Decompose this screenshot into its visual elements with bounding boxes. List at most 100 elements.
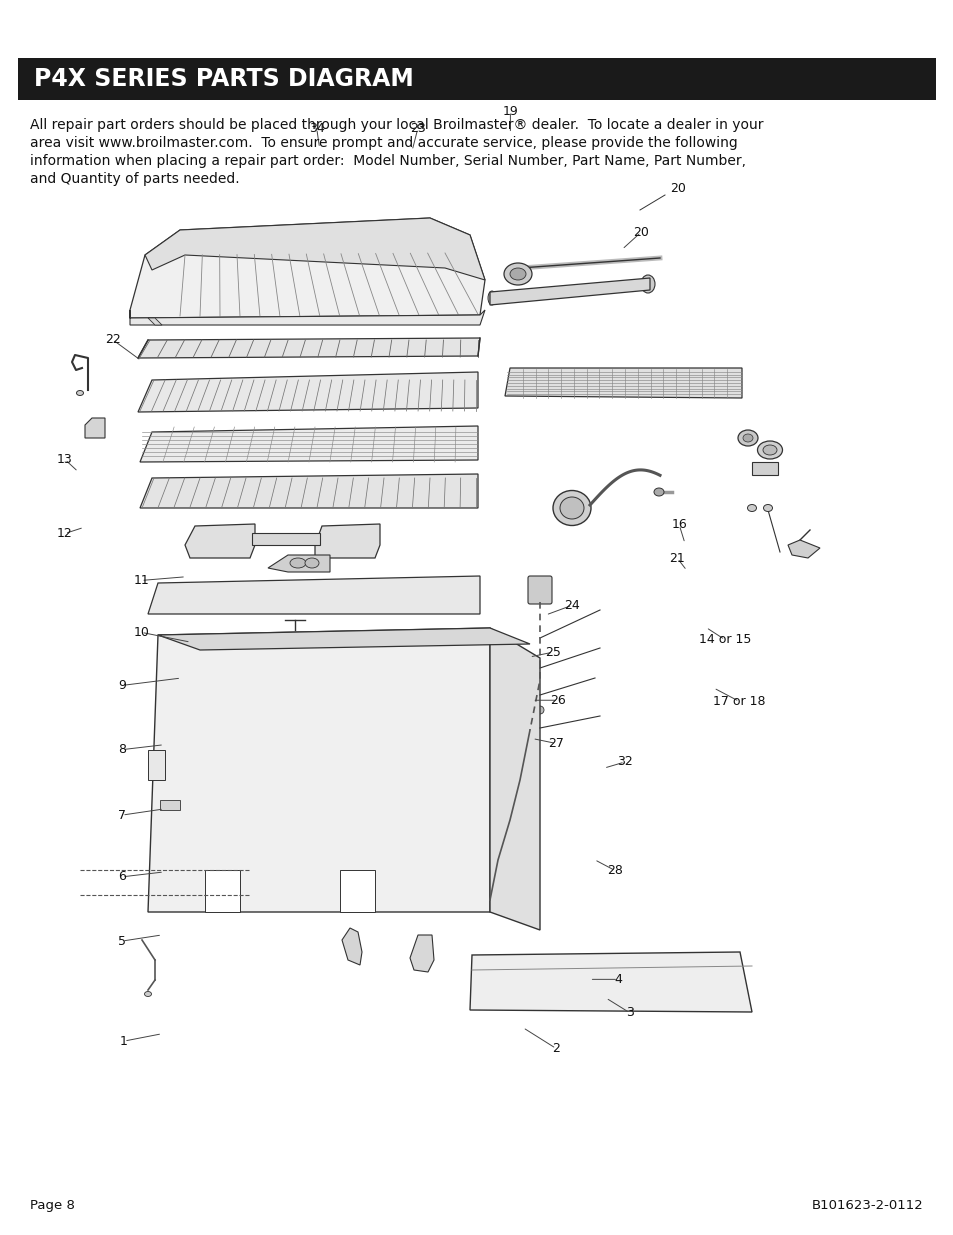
Ellipse shape xyxy=(481,998,488,1003)
Ellipse shape xyxy=(305,861,335,883)
Polygon shape xyxy=(148,576,479,614)
Ellipse shape xyxy=(216,531,223,534)
Polygon shape xyxy=(205,869,240,911)
FancyBboxPatch shape xyxy=(527,576,552,604)
Text: 19: 19 xyxy=(502,105,517,117)
Ellipse shape xyxy=(747,505,756,511)
Ellipse shape xyxy=(640,275,655,293)
Text: information when placing a repair part order:  Model Number, Serial Number, Part: information when placing a repair part o… xyxy=(30,154,745,168)
Text: 27: 27 xyxy=(548,737,563,750)
Polygon shape xyxy=(145,219,484,280)
Text: 20: 20 xyxy=(669,182,685,194)
Text: 2: 2 xyxy=(552,1042,559,1055)
Ellipse shape xyxy=(762,505,772,511)
Ellipse shape xyxy=(503,263,532,285)
Ellipse shape xyxy=(738,430,758,446)
Polygon shape xyxy=(140,474,477,508)
Ellipse shape xyxy=(572,981,587,990)
Text: 32: 32 xyxy=(617,756,632,768)
Polygon shape xyxy=(130,219,484,317)
Ellipse shape xyxy=(559,496,583,519)
Text: 1: 1 xyxy=(120,1035,128,1047)
Polygon shape xyxy=(252,534,319,545)
Text: 8: 8 xyxy=(118,743,126,756)
Ellipse shape xyxy=(654,488,663,496)
Text: All repair part orders should be placed through your local Broilmaster® dealer. : All repair part orders should be placed … xyxy=(30,119,762,132)
Ellipse shape xyxy=(351,594,365,601)
Ellipse shape xyxy=(162,823,170,827)
Ellipse shape xyxy=(216,551,223,553)
Text: 3: 3 xyxy=(625,1007,633,1019)
Text: 6: 6 xyxy=(118,871,126,883)
Ellipse shape xyxy=(659,981,675,990)
Polygon shape xyxy=(314,524,379,558)
Polygon shape xyxy=(148,750,165,781)
Ellipse shape xyxy=(216,546,223,548)
Text: 26: 26 xyxy=(550,694,565,706)
Polygon shape xyxy=(138,372,477,412)
Polygon shape xyxy=(787,540,820,558)
Text: 13: 13 xyxy=(57,453,72,466)
Polygon shape xyxy=(158,629,530,650)
Polygon shape xyxy=(138,338,479,358)
Ellipse shape xyxy=(762,445,776,454)
Ellipse shape xyxy=(216,541,223,543)
Polygon shape xyxy=(185,524,254,558)
Polygon shape xyxy=(410,935,434,972)
Ellipse shape xyxy=(216,536,223,538)
Ellipse shape xyxy=(409,594,423,601)
Ellipse shape xyxy=(757,441,781,459)
Ellipse shape xyxy=(294,594,307,601)
Text: P4X SERIES PARTS DIAGRAM: P4X SERIES PARTS DIAGRAM xyxy=(34,67,414,91)
Ellipse shape xyxy=(178,594,192,601)
Ellipse shape xyxy=(207,594,221,601)
Ellipse shape xyxy=(235,594,250,601)
Ellipse shape xyxy=(536,706,543,714)
FancyBboxPatch shape xyxy=(18,58,935,100)
Polygon shape xyxy=(148,317,162,325)
Ellipse shape xyxy=(380,594,394,601)
Text: area visit www.broilmaster.com.  To ensure prompt and accurate service, please p: area visit www.broilmaster.com. To ensur… xyxy=(30,136,737,149)
Text: 34: 34 xyxy=(309,122,324,135)
Text: 25: 25 xyxy=(545,646,560,658)
Ellipse shape xyxy=(281,267,298,277)
Polygon shape xyxy=(85,417,105,438)
Polygon shape xyxy=(148,629,490,911)
Polygon shape xyxy=(341,927,361,965)
Text: B101623-2-0112: B101623-2-0112 xyxy=(811,1199,923,1212)
Text: and Quantity of parts needed.: and Quantity of parts needed. xyxy=(30,172,239,186)
Ellipse shape xyxy=(616,981,631,990)
Text: 7: 7 xyxy=(118,809,126,821)
Text: 21: 21 xyxy=(669,552,684,564)
Polygon shape xyxy=(470,952,751,1011)
Polygon shape xyxy=(490,278,649,305)
Text: 10: 10 xyxy=(133,626,149,638)
Polygon shape xyxy=(339,869,375,911)
Ellipse shape xyxy=(742,433,752,442)
Ellipse shape xyxy=(322,594,336,601)
Polygon shape xyxy=(490,629,539,930)
Polygon shape xyxy=(140,426,477,462)
Text: 24: 24 xyxy=(564,599,579,611)
Text: 22: 22 xyxy=(105,333,120,346)
Ellipse shape xyxy=(144,992,152,997)
Text: 9: 9 xyxy=(118,679,126,692)
Ellipse shape xyxy=(305,558,318,568)
Ellipse shape xyxy=(510,268,525,280)
Ellipse shape xyxy=(264,594,278,601)
Polygon shape xyxy=(130,310,484,325)
Text: 14 or 15: 14 or 15 xyxy=(699,634,750,646)
Polygon shape xyxy=(751,462,778,475)
Ellipse shape xyxy=(553,490,590,526)
Text: 23: 23 xyxy=(410,122,425,135)
Polygon shape xyxy=(504,368,741,398)
Text: 17 or 18: 17 or 18 xyxy=(712,695,765,708)
Polygon shape xyxy=(160,800,180,810)
Ellipse shape xyxy=(89,430,97,435)
Ellipse shape xyxy=(290,558,306,568)
Text: 4: 4 xyxy=(614,973,621,986)
Text: 5: 5 xyxy=(118,935,126,947)
Ellipse shape xyxy=(76,390,84,395)
Ellipse shape xyxy=(437,594,452,601)
Text: 12: 12 xyxy=(57,527,72,540)
